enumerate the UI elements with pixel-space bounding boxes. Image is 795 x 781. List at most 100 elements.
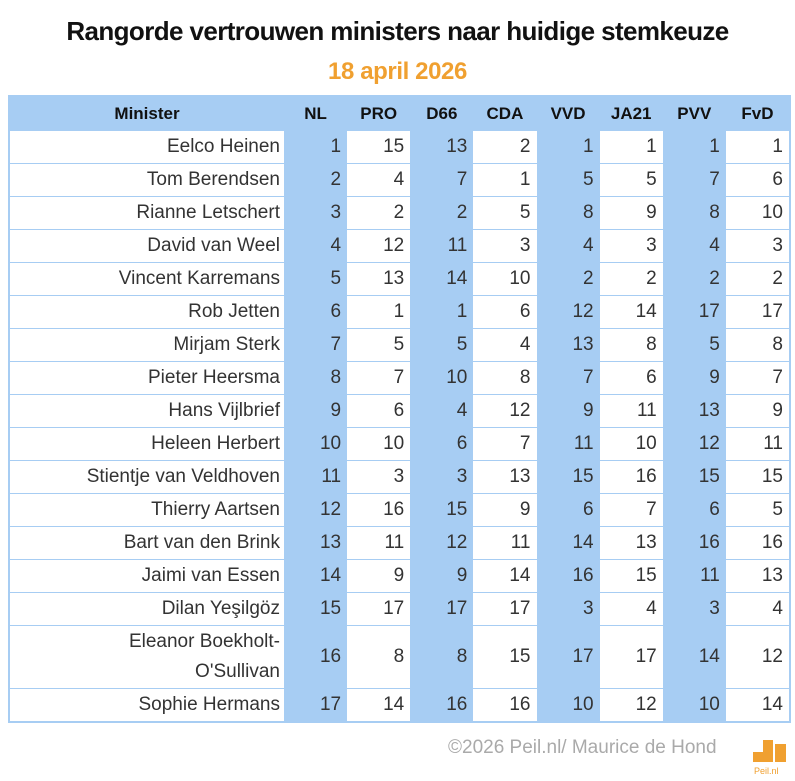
table-row: Heleen Herbert 10 10 6 7 11 10 12 11: [10, 427, 789, 461]
minister-name: Rob Jetten: [10, 295, 284, 329]
minister-name: Rianne Letschert: [10, 196, 284, 230]
rank-cell-pvv: 5: [662, 328, 726, 362]
rank-cell-ja21: 1: [599, 130, 663, 164]
rank-cell-pro: 1: [347, 295, 411, 329]
minister-name: Pieter Heersma: [10, 361, 284, 395]
rank-cell-d66: 5: [410, 328, 474, 362]
logo-text: Peil.nl: [754, 766, 779, 776]
rank-cell-nl: 17: [284, 688, 348, 721]
rank-cell-fvd: 12: [725, 625, 789, 689]
rank-cell-pvv: 7: [662, 163, 726, 197]
rank-cell-pvv: 15: [662, 460, 726, 494]
column-header-d66: D66: [410, 97, 474, 131]
rank-cell-fvd: 7: [725, 361, 789, 395]
minister-name: Bart van den Brink: [10, 526, 284, 560]
rank-cell-ja21: 4: [599, 592, 663, 626]
rank-cell-cda: 5: [473, 196, 537, 230]
rank-cell-pro: 12: [347, 229, 411, 263]
column-header-fvd: FvD: [725, 97, 789, 131]
rank-cell-fvd: 8: [725, 328, 789, 362]
minister-name: Sophie Hermans: [10, 688, 284, 721]
rank-cell-vvd: 17: [536, 625, 600, 689]
rank-cell-pvv: 1: [662, 130, 726, 164]
rank-cell-vvd: 14: [536, 526, 600, 560]
table-row: Thierry Aartsen 12 16 15 9 6 7 6 5: [10, 493, 789, 527]
rank-cell-cda: 3: [473, 229, 537, 263]
rank-cell-nl: 11: [284, 460, 348, 494]
rank-cell-fvd: 9: [725, 394, 789, 428]
copyright-text: ©2026 Peil.nl/ Maurice de Hond: [448, 737, 717, 758]
rank-cell-fvd: 1: [725, 130, 789, 164]
rank-cell-pvv: 14: [662, 625, 726, 689]
rank-cell-pvv: 3: [662, 592, 726, 626]
rank-cell-nl: 10: [284, 427, 348, 461]
table-row: Sophie Hermans 17 14 16 16 10 12 10 14: [10, 688, 789, 721]
minister-name: David van Weel: [10, 229, 284, 263]
rank-cell-d66: 9: [410, 559, 474, 593]
rank-cell-pro: 9: [347, 559, 411, 593]
rank-cell-vvd: 9: [536, 394, 600, 428]
minister-name: Thierry Aartsen: [10, 493, 284, 527]
rank-cell-d66: 14: [410, 262, 474, 296]
rank-cell-d66: 1: [410, 295, 474, 329]
rank-cell-cda: 15: [473, 625, 537, 689]
rank-cell-cda: 4: [473, 328, 537, 362]
chart-title: Rangorde vertrouwen ministers naar huidi…: [66, 16, 729, 46]
table-header-row: Minister NL PRO D66 CDA VVD JA21 PVV FvD: [10, 97, 789, 131]
table-row: Jaimi van Essen 14 9 9 14 16 15 11 13: [10, 559, 789, 593]
rank-cell-nl: 4: [284, 229, 348, 263]
rank-cell-pro: 14: [347, 688, 411, 721]
rank-cell-pro: 13: [347, 262, 411, 296]
rank-cell-pro: 15: [347, 130, 411, 164]
rank-cell-ja21: 2: [599, 262, 663, 296]
rank-cell-nl: 8: [284, 361, 348, 395]
rank-cell-fvd: 6: [725, 163, 789, 197]
rank-cell-cda: 6: [473, 295, 537, 329]
rank-cell-ja21: 14: [599, 295, 663, 329]
rank-cell-pro: 3: [347, 460, 411, 494]
rank-cell-ja21: 9: [599, 196, 663, 230]
rank-cell-vvd: 6: [536, 493, 600, 527]
rank-cell-ja21: 3: [599, 229, 663, 263]
rank-cell-ja21: 7: [599, 493, 663, 527]
rank-cell-ja21: 6: [599, 361, 663, 395]
table-row: Eelco Heinen 1 15 13 2 1 1 1 1: [10, 130, 789, 164]
rank-cell-pro: 8: [347, 625, 411, 689]
rank-cell-d66: 13: [410, 130, 474, 164]
rank-cell-ja21: 11: [599, 394, 663, 428]
rank-cell-vvd: 1: [536, 130, 600, 164]
rank-cell-pro: 11: [347, 526, 411, 560]
rank-cell-fvd: 4: [725, 592, 789, 626]
logo-bar-icon: [763, 740, 773, 762]
rank-cell-ja21: 17: [599, 625, 663, 689]
minister-name: Dilan Yeşilgöz: [10, 592, 284, 626]
rank-cell-pvv: 2: [662, 262, 726, 296]
rank-cell-vvd: 7: [536, 361, 600, 395]
table-row: Mirjam Sterk 7 5 5 4 13 8 5 8: [10, 328, 789, 362]
rank-cell-nl: 6: [284, 295, 348, 329]
rank-cell-pro: 10: [347, 427, 411, 461]
rank-cell-pvv: 4: [662, 229, 726, 263]
rank-cell-d66: 6: [410, 427, 474, 461]
rank-cell-d66: 17: [410, 592, 474, 626]
rank-cell-cda: 11: [473, 526, 537, 560]
rank-cell-ja21: 10: [599, 427, 663, 461]
rank-cell-nl: 12: [284, 493, 348, 527]
chart-date: 18 april 2026: [328, 58, 467, 85]
rank-cell-d66: 16: [410, 688, 474, 721]
rank-cell-vvd: 8: [536, 196, 600, 230]
rank-cell-nl: 13: [284, 526, 348, 560]
rank-cell-fvd: 16: [725, 526, 789, 560]
table-row: Vincent Karremans 5 13 14 10 2 2 2 2: [10, 262, 789, 296]
logo-bar-icon: [753, 752, 763, 762]
rank-cell-pvv: 9: [662, 361, 726, 395]
column-header-nl: NL: [284, 97, 348, 131]
rank-cell-nl: 2: [284, 163, 348, 197]
rank-cell-cda: 14: [473, 559, 537, 593]
rank-cell-fvd: 5: [725, 493, 789, 527]
rank-cell-vvd: 11: [536, 427, 600, 461]
rank-cell-fvd: 11: [725, 427, 789, 461]
rank-cell-cda: 8: [473, 361, 537, 395]
rank-cell-d66: 4: [410, 394, 474, 428]
rank-cell-pro: 16: [347, 493, 411, 527]
